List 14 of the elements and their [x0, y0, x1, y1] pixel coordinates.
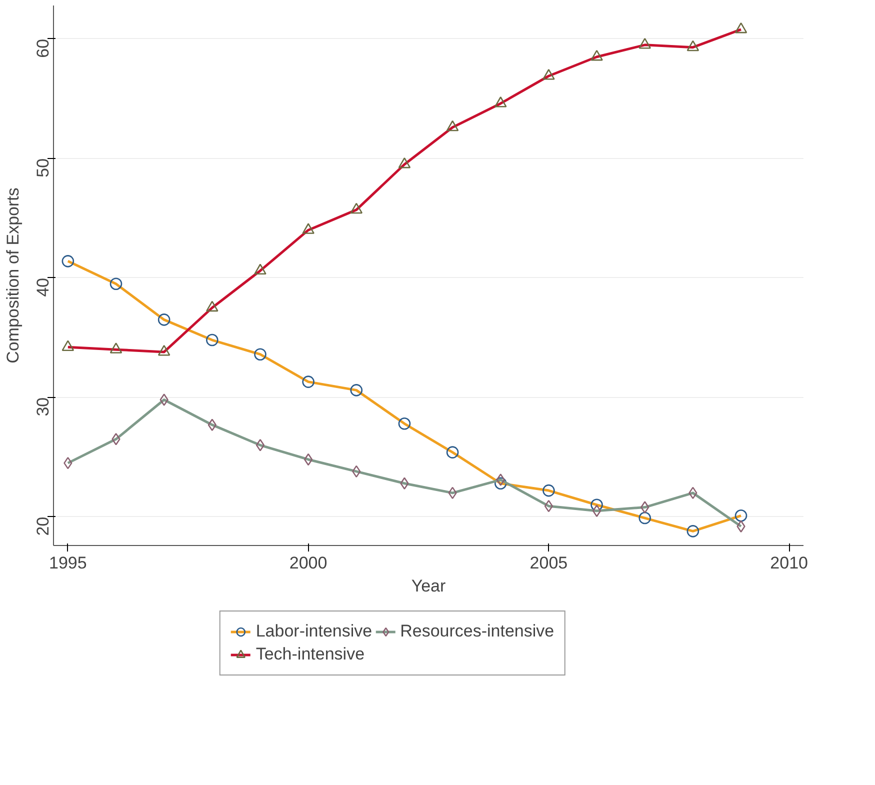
y-tick-label: 50 [34, 158, 52, 178]
y-axis-title: Composition of Exports [4, 188, 22, 364]
legend-label: Tech-intensive [256, 644, 365, 664]
y-tick-label: 60 [34, 38, 52, 58]
x-tick-label: 2010 [770, 554, 808, 572]
x-tick-label: 2005 [530, 554, 568, 572]
x-tick-label: 1995 [49, 554, 87, 572]
x-tick-label: 2000 [289, 554, 328, 572]
legend-label: Resources-intensive [400, 622, 554, 642]
legend-label: Labor-intensive [256, 622, 372, 642]
y-tick-label: 20 [34, 516, 52, 536]
y-tick-label: 40 [34, 278, 52, 297]
y-tick-label: 30 [34, 397, 52, 416]
x-axis-title: Year [411, 576, 446, 596]
